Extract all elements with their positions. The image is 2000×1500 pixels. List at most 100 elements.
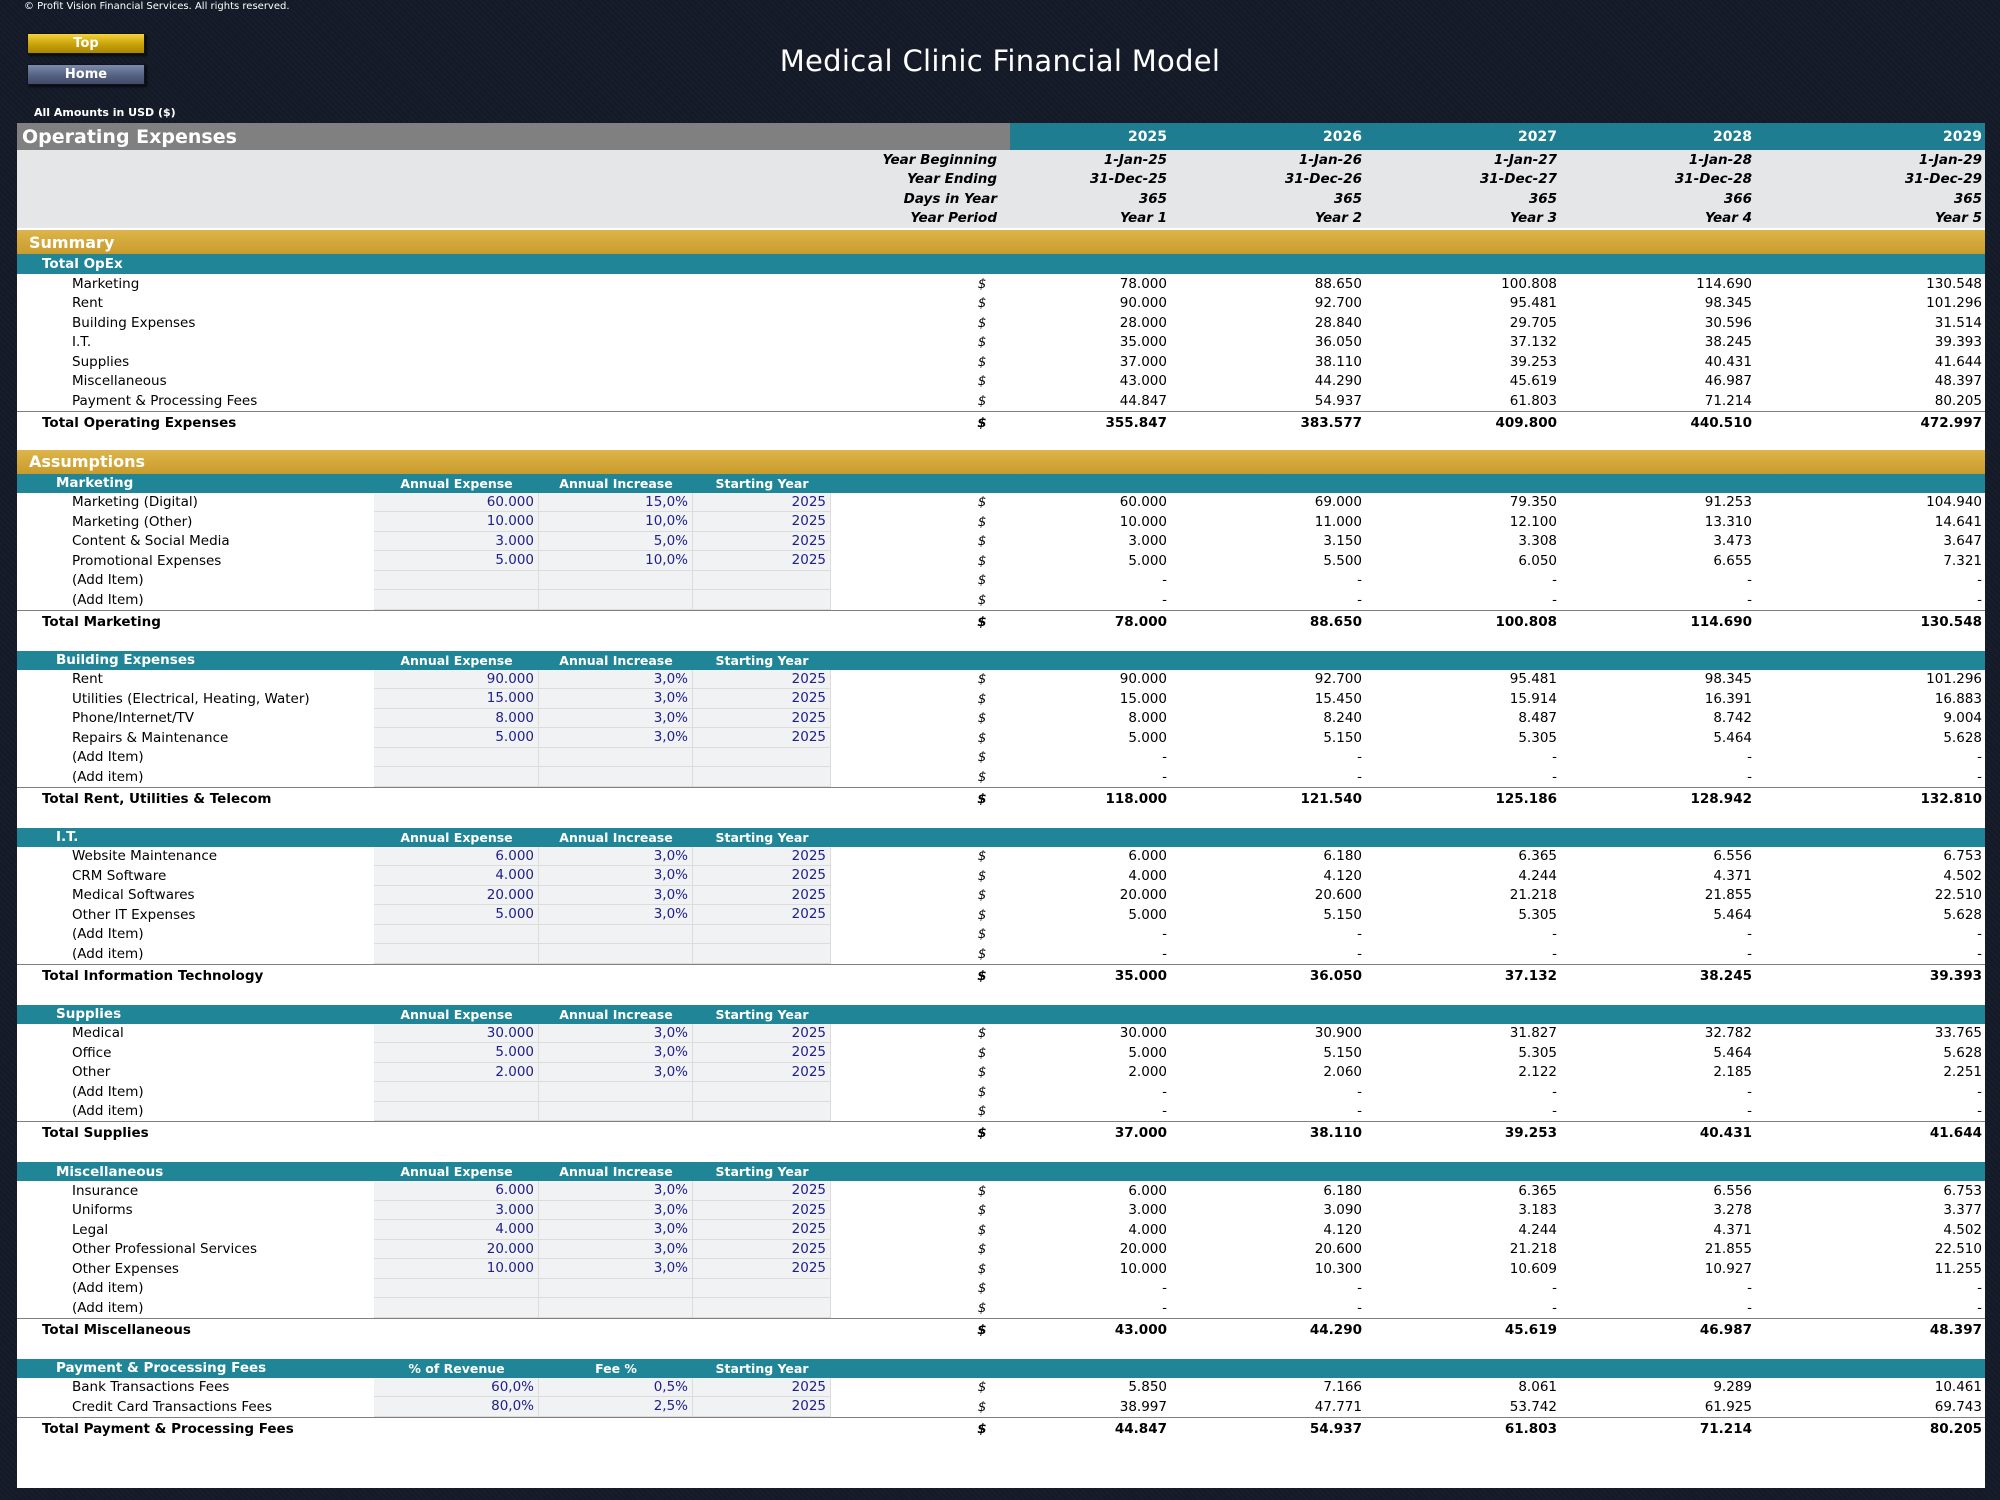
assumption-input[interactable]: 6.000 xyxy=(374,846,539,866)
assumption-input[interactable] xyxy=(374,944,539,964)
assumption-input[interactable]: 3,0% xyxy=(539,728,693,748)
assumption-input[interactable]: 3,0% xyxy=(539,708,693,728)
assumption-input[interactable] xyxy=(374,767,539,787)
assumption-input[interactable] xyxy=(539,590,693,610)
assumption-input[interactable] xyxy=(374,1082,539,1102)
assumption-input[interactable]: 2025 xyxy=(693,1377,831,1397)
assumption-input[interactable]: 5.000 xyxy=(374,728,539,748)
assumption-input[interactable] xyxy=(693,1082,831,1102)
assumption-input[interactable] xyxy=(693,1101,831,1121)
assumption-input[interactable]: 20.000 xyxy=(374,1239,539,1259)
assumption-input[interactable]: 5.000 xyxy=(374,1043,539,1063)
assumption-input[interactable]: 10.000 xyxy=(374,1259,539,1279)
assumption-input[interactable]: 80,0% xyxy=(374,1397,539,1417)
assumption-input[interactable] xyxy=(693,590,831,610)
assumption-input[interactable] xyxy=(693,944,831,964)
summary-total-label: Total Operating Expenses xyxy=(42,414,237,431)
assumption-input[interactable]: 2.000 xyxy=(374,1062,539,1082)
assumption-input[interactable] xyxy=(539,1082,693,1102)
assumption-input[interactable]: 4.000 xyxy=(374,1220,539,1240)
assumption-input[interactable]: 60.000 xyxy=(374,492,539,512)
assumption-input[interactable]: 8.000 xyxy=(374,708,539,728)
assumption-input[interactable]: 2025 xyxy=(693,1200,831,1220)
assumption-input[interactable] xyxy=(693,747,831,767)
assumption-input[interactable]: 2025 xyxy=(693,512,831,532)
assumption-input[interactable] xyxy=(539,1278,693,1298)
assumption-input[interactable]: 15.000 xyxy=(374,689,539,709)
assumption-input[interactable] xyxy=(539,924,693,944)
assumption-input[interactable]: 90.000 xyxy=(374,669,539,689)
assumption-input[interactable] xyxy=(374,1101,539,1121)
assumption-input[interactable]: 4.000 xyxy=(374,866,539,886)
assumption-input[interactable] xyxy=(539,1298,693,1318)
assumption-input[interactable] xyxy=(539,767,693,787)
assumption-input[interactable]: 2025 xyxy=(693,1062,831,1082)
assumption-input[interactable]: 2025 xyxy=(693,1239,831,1259)
assumption-input[interactable] xyxy=(693,767,831,787)
assumption-input[interactable] xyxy=(374,1298,539,1318)
assumption-input[interactable]: 3,0% xyxy=(539,1043,693,1063)
assumption-input[interactable]: 3,0% xyxy=(539,885,693,905)
assumption-input[interactable]: 2025 xyxy=(693,728,831,748)
assumption-input[interactable]: 10,0% xyxy=(539,512,693,532)
assumption-input[interactable] xyxy=(693,924,831,944)
assumption-input[interactable]: 3,0% xyxy=(539,1062,693,1082)
assumption-input[interactable]: 2025 xyxy=(693,1023,831,1043)
assumption-input[interactable]: 3,0% xyxy=(539,689,693,709)
assumption-input[interactable]: 3,0% xyxy=(539,1181,693,1201)
assumption-input[interactable]: 5.000 xyxy=(374,551,539,571)
assumption-input[interactable]: 6.000 xyxy=(374,1181,539,1201)
assumption-input[interactable]: 3.000 xyxy=(374,531,539,551)
assumption-input[interactable]: 2025 xyxy=(693,531,831,551)
assumption-input[interactable]: 3.000 xyxy=(374,1200,539,1220)
assumption-input[interactable]: 3,0% xyxy=(539,669,693,689)
assumption-input[interactable]: 3,0% xyxy=(539,1220,693,1240)
assumption-input[interactable]: 2025 xyxy=(693,708,831,728)
assumption-input[interactable] xyxy=(539,747,693,767)
assumption-input[interactable]: 3,0% xyxy=(539,1239,693,1259)
assumption-input[interactable]: 10.000 xyxy=(374,512,539,532)
assumption-input[interactable]: 2025 xyxy=(693,1220,831,1240)
assumption-input[interactable] xyxy=(374,570,539,590)
assumption-input[interactable]: 2025 xyxy=(693,846,831,866)
assumption-input[interactable]: 20.000 xyxy=(374,885,539,905)
assumption-input[interactable]: 3,0% xyxy=(539,905,693,925)
top-button[interactable]: Top xyxy=(27,33,145,54)
assumption-input[interactable] xyxy=(374,924,539,944)
assumption-input[interactable]: 3,0% xyxy=(539,866,693,886)
assumption-input[interactable]: 2025 xyxy=(693,866,831,886)
assumption-input[interactable]: 2025 xyxy=(693,1043,831,1063)
assumption-input[interactable] xyxy=(693,570,831,590)
assumption-input[interactable]: 3,0% xyxy=(539,1023,693,1043)
assumption-input[interactable] xyxy=(374,1278,539,1298)
assumption-input[interactable]: 10,0% xyxy=(539,551,693,571)
assumption-input[interactable]: 5,0% xyxy=(539,531,693,551)
assumption-input[interactable]: 2025 xyxy=(693,551,831,571)
assumption-input[interactable]: 2025 xyxy=(693,905,831,925)
assumption-input[interactable] xyxy=(374,590,539,610)
assumption-input[interactable]: 15,0% xyxy=(539,492,693,512)
assumption-input[interactable]: 0,5% xyxy=(539,1377,693,1397)
assumption-input[interactable] xyxy=(539,944,693,964)
assumption-input[interactable] xyxy=(539,570,693,590)
assumption-input[interactable]: 2025 xyxy=(693,669,831,689)
assumption-input[interactable]: 3,0% xyxy=(539,1200,693,1220)
assumption-input[interactable] xyxy=(374,747,539,767)
assumption-input[interactable]: 2025 xyxy=(693,689,831,709)
assumption-input[interactable]: 30.000 xyxy=(374,1023,539,1043)
assumption-input[interactable] xyxy=(693,1278,831,1298)
assumption-value: 5.464 xyxy=(1713,729,1752,746)
home-button[interactable]: Home xyxy=(27,64,145,85)
assumption-input[interactable]: 60,0% xyxy=(374,1377,539,1397)
assumption-input[interactable]: 5.000 xyxy=(374,905,539,925)
assumption-input[interactable]: 2025 xyxy=(693,1259,831,1279)
assumption-input[interactable]: 2025 xyxy=(693,885,831,905)
assumption-input[interactable]: 2025 xyxy=(693,1397,831,1417)
assumption-input[interactable]: 2,5% xyxy=(539,1397,693,1417)
assumption-input[interactable]: 3,0% xyxy=(539,846,693,866)
assumption-input[interactable]: 2025 xyxy=(693,1181,831,1201)
assumption-input[interactable]: 2025 xyxy=(693,492,831,512)
assumption-input[interactable] xyxy=(539,1101,693,1121)
assumption-input[interactable] xyxy=(693,1298,831,1318)
assumption-input[interactable]: 3,0% xyxy=(539,1259,693,1279)
